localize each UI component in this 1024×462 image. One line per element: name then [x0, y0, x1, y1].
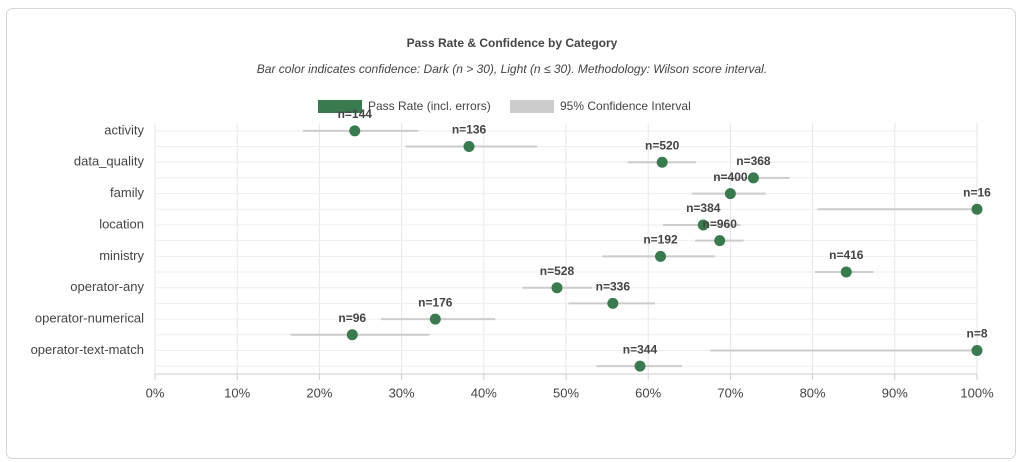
- x-tick-label: 20%: [306, 385, 332, 400]
- pass-rate-dot: [971, 203, 983, 215]
- n-label: n=192: [643, 233, 678, 247]
- pass-rate-dot: [655, 250, 667, 262]
- pass-rate-dot: [656, 156, 668, 168]
- pass-rate-dot: [697, 219, 709, 231]
- x-tick-label: 50%: [553, 385, 579, 400]
- y-tick-label: family: [110, 185, 144, 200]
- y-tick-label: operator-numerical: [35, 311, 144, 326]
- y-tick-label: ministry: [99, 248, 144, 263]
- n-label: n=528: [540, 264, 575, 278]
- legend-label: 95% Confidence Interval: [560, 99, 691, 113]
- chart-title: Pass Rate & Confidence by Category: [407, 36, 618, 50]
- pass-rate-dot: [346, 329, 358, 341]
- pass-rate-dot: [634, 360, 646, 372]
- n-label: n=136: [452, 123, 487, 137]
- n-label: n=96: [338, 311, 366, 325]
- y-tick-label: location: [99, 216, 144, 231]
- pass-rate-dot: [551, 282, 563, 294]
- y-tick-label: data_quality: [74, 154, 145, 169]
- n-label: n=144: [338, 107, 373, 121]
- legend-label: Pass Rate (incl. errors): [368, 99, 491, 113]
- pass-rate-dot: [840, 266, 852, 278]
- n-label: n=416: [829, 248, 864, 262]
- chart-subtitle: Bar color indicates confidence: Dark (n …: [257, 62, 767, 76]
- n-label: n=344: [623, 342, 658, 356]
- pass-rate-dot: [724, 188, 736, 200]
- pass-rate-dot: [607, 297, 619, 309]
- n-label: n=520: [645, 138, 680, 152]
- card: [6, 8, 1016, 459]
- x-tick-label: 90%: [882, 385, 908, 400]
- n-label: n=400: [713, 170, 748, 184]
- n-label: n=960: [703, 217, 738, 231]
- x-tick-label: 40%: [471, 385, 497, 400]
- pass-rate-dot: [349, 125, 361, 137]
- pass-rate-dot: [971, 344, 983, 356]
- x-tick-label: 30%: [389, 385, 415, 400]
- n-label: n=384: [686, 201, 721, 215]
- pass-rate-dot: [463, 141, 475, 153]
- n-label: n=16: [963, 185, 991, 199]
- n-label: n=336: [596, 280, 631, 294]
- x-tick-label: 10%: [224, 385, 250, 400]
- pass-rate-dot: [747, 172, 759, 184]
- legend-swatch: [510, 100, 554, 113]
- y-tick-label: operator-any: [70, 279, 144, 294]
- y-tick-label: operator-text-match: [31, 342, 144, 357]
- x-tick-label: 0%: [146, 385, 165, 400]
- pass-rate-dot: [714, 235, 726, 247]
- n-label: n=176: [418, 295, 453, 309]
- x-tick-label: 60%: [635, 385, 661, 400]
- x-tick-label: 70%: [717, 385, 743, 400]
- n-label: n=368: [736, 154, 771, 168]
- y-tick-label: activity: [104, 122, 144, 137]
- pass-rate-dot: [429, 313, 441, 325]
- n-label: n=8: [966, 327, 987, 341]
- legend-swatch: [318, 100, 362, 113]
- x-tick-label: 100%: [960, 385, 994, 400]
- x-tick-label: 80%: [800, 385, 826, 400]
